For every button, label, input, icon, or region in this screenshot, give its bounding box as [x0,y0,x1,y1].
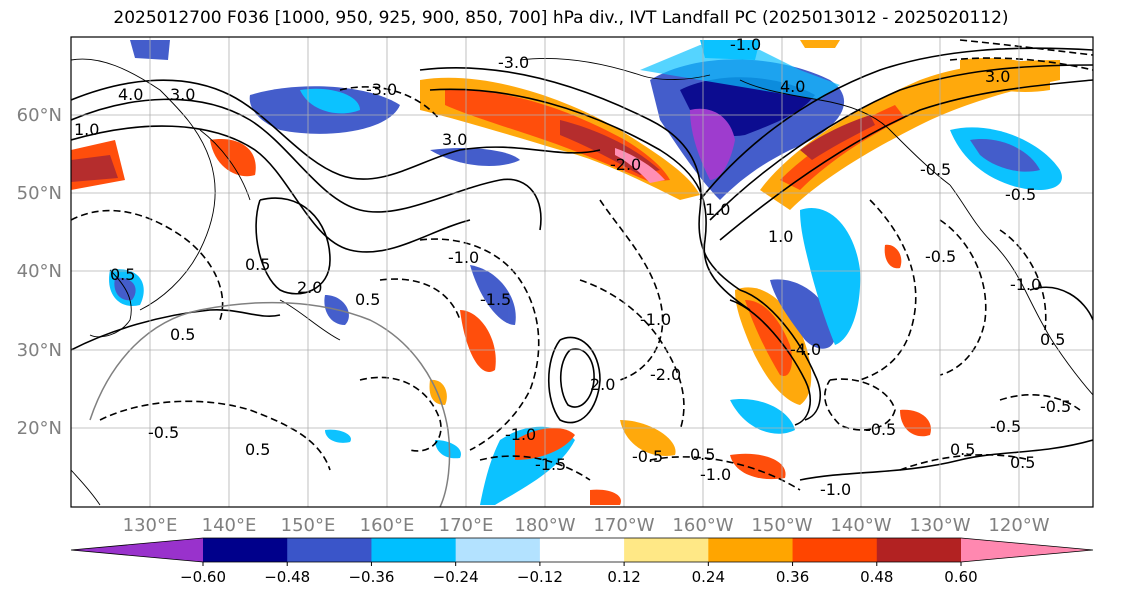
colorbar-tick-label: 0.24 [692,568,725,586]
contour-label: 3.0 [442,130,467,149]
positive-anomaly-nw [760,60,1060,210]
contour-label: 4.0 [118,85,143,104]
colorbar [70,537,1094,563]
colorbar-segment [792,538,878,562]
lat-label: 20°N [17,418,62,439]
colorbar-segment [708,538,794,562]
contour-label: -0.5 [148,423,179,442]
contour-label: -3.0 [366,80,397,99]
shaded-field [71,40,1062,505]
contour-label: -0.5 [925,247,956,266]
lat-label: 50°N [17,183,62,204]
contour-label: -0.5 [990,417,1021,436]
longitude-labels: 130°E 140°E 150°E 160°E 170°E 180°W 170°… [123,515,1050,536]
colorbar-tick-label: −0.12 [517,568,563,586]
contour-label: -1.0 [640,310,671,329]
contour-label: 0.5 [110,265,135,284]
lon-label: 160°E [360,515,415,536]
contour-label: 0.5 [1010,453,1035,472]
contour-label: 0.5 [170,325,195,344]
map-title: 2025012700 F036 [1000, 950, 925, 900, 85… [113,8,1009,28]
contour-label: 2.0 [297,278,322,297]
lon-label: 160°W [672,515,733,536]
colorbar-tick-label: −0.36 [348,568,394,586]
contour-label: -1.5 [480,290,511,309]
colorbar-extend-high [961,538,1093,562]
lat-label: 60°N [17,105,62,126]
colorbar-tick-label: 0.60 [944,568,977,586]
lon-label: 150°W [751,515,812,536]
lon-label: 140°W [830,515,891,536]
contour-label: -2.0 [650,365,681,384]
contour-label: 0.5 [245,440,270,459]
colorbar-extend-low [71,538,203,562]
colorbar-segment [539,538,625,562]
map-frame [70,36,1094,508]
contour-label: -4.0 [790,340,821,359]
colorbar-segment [876,538,962,562]
lon-label: 140°E [202,515,257,536]
solid-contours [71,47,1093,481]
latitude-labels: 60°N 50°N 40°N 30°N 20°N [17,105,62,439]
colorbar-segment [455,538,541,562]
contour-label: 3.0 [170,85,195,104]
lon-label: 120°W [988,515,1049,536]
contour-label: 1.0 [705,200,730,219]
colorbar-tick-label: −0.48 [264,568,310,586]
coastlines [71,57,1093,506]
contour-label: 1.0 [74,120,99,139]
contour-label: -0.5 [1005,185,1036,204]
contour-label: 2.0 [590,375,615,394]
contour-label: -0.5 [632,447,663,466]
contour-label: 0.5 [950,440,975,459]
colorbar-ticks: −0.60 −0.48 −0.36 −0.24 −0.12 0.12 0.24 0.36 0.4… [180,562,978,586]
contour-label: 4.0 [780,77,805,96]
lat-label: 30°N [17,340,62,361]
colorbar-segment [624,538,709,562]
lon-label: 150°E [281,515,336,536]
map-panel: 4.0 3.0 1.0 -3.0 3.0 -3.0 4.0 3.0 -0.5 -… [71,35,1093,507]
contour-label: 0.5 [1040,330,1065,349]
contour-label: -1.0 [730,35,761,54]
contour-label: 1.0 [768,227,793,246]
colorbar-tick-label: 0.48 [860,568,893,586]
contour-label: 3.0 [985,67,1010,86]
lon-label: 170°E [439,515,494,536]
colorbar-segment [203,538,288,562]
contour-label: -1.0 [700,465,731,484]
contour-label: -0.5 [920,160,951,179]
subtropical-negative [770,279,836,349]
colorbar-tick-label: 0.12 [607,568,640,586]
gridlines [71,37,1093,507]
contour-label: -0.5 [1040,397,1071,416]
colorbar-segment [371,538,457,562]
colorbar-tick-label: 0.36 [776,568,809,586]
contour-label: -1.0 [448,248,479,267]
contour-label: -2.0 [610,155,641,174]
contour-labels: 4.0 3.0 1.0 -3.0 3.0 -3.0 4.0 3.0 -0.5 -… [74,35,1071,499]
colorbar-tick-label: −0.60 [180,568,226,586]
track-circle [89,301,451,507]
contour-label: -0.5 [865,420,896,439]
lon-label: 130°W [909,515,970,536]
contour-label: 0.5 [355,290,380,309]
contour-label: -1.0 [1010,275,1041,294]
dashed-contours [71,39,1093,491]
colorbar-segment [287,538,372,562]
contour-label: -1.5 [535,455,566,474]
contour-label: -3.0 [498,53,529,72]
lon-label: 130°E [123,515,178,536]
contour-label: -1.0 [505,425,536,444]
lon-label: 170°W [593,515,654,536]
colorbar-tick-label: −0.24 [433,568,479,586]
contour-label: 0.5 [245,255,270,274]
contour-label: 0.5 [690,445,715,464]
lat-label: 40°N [17,261,62,282]
contour-label: -1.0 [820,480,851,499]
lon-label: 180°W [514,515,575,536]
